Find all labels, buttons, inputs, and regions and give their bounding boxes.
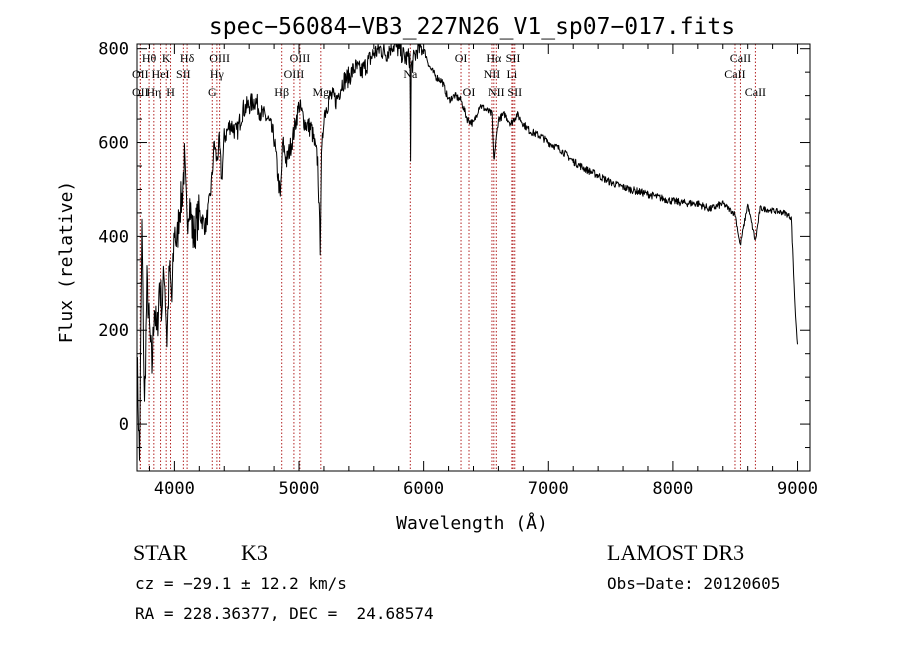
observation-date: Obs−Date: 20120605 bbox=[607, 574, 781, 593]
line-label: OII bbox=[132, 85, 149, 99]
line-label: Hδ bbox=[180, 51, 195, 65]
x-tick-label: 4000 bbox=[154, 479, 195, 499]
line-label: K bbox=[162, 51, 171, 65]
line-label: NII bbox=[484, 67, 501, 81]
x-tick-label: 5000 bbox=[279, 479, 320, 499]
object-class: STAR bbox=[133, 540, 188, 565]
line-label: SII bbox=[176, 67, 191, 81]
line-label: SII bbox=[506, 51, 521, 65]
line-label: HeI bbox=[152, 67, 170, 81]
line-label: OIII bbox=[209, 51, 230, 65]
y-tick-label: 800 bbox=[98, 40, 129, 60]
coordinates: RA = 228.36377, DEC = 24.68574 bbox=[135, 604, 434, 623]
line-label: OI bbox=[455, 51, 468, 65]
line-label: CaII bbox=[745, 85, 766, 99]
axis-ticks: 4000 5000 6000 7000 8000 9000 0 200 400 600 800 bbox=[98, 40, 818, 499]
flux-series bbox=[136, 43, 798, 461]
line-label: H bbox=[166, 85, 175, 99]
flux-line bbox=[136, 43, 798, 461]
line-label: CaII bbox=[724, 67, 745, 81]
line-label: OI bbox=[463, 85, 476, 99]
redshift-value: cz = −29.1 ± 12.2 km/s bbox=[135, 574, 347, 593]
object-subclass: K3 bbox=[241, 540, 268, 565]
spectral-line-labels: HθOIIOIIHηHeIKHSIIHδGHγOIIIHβOIIIOIIIMgN… bbox=[132, 51, 766, 99]
survey-name: LAMOST DR3 bbox=[607, 540, 745, 565]
line-label: OIII bbox=[284, 67, 305, 81]
line-label: Hγ bbox=[210, 67, 225, 81]
line-label: SII bbox=[507, 85, 522, 99]
line-label: Li bbox=[507, 67, 518, 81]
line-label: Mg bbox=[312, 85, 329, 99]
x-axis-label: Wavelength (Å) bbox=[396, 512, 548, 534]
plot-frame bbox=[136, 43, 811, 472]
line-label: OIII bbox=[290, 51, 311, 65]
line-label: G bbox=[208, 85, 217, 99]
x-tick-label: 6000 bbox=[403, 479, 444, 499]
x-tick-label: 9000 bbox=[777, 479, 818, 499]
x-tick-label: 7000 bbox=[528, 479, 569, 499]
line-label: Hη bbox=[146, 85, 161, 99]
y-tick-label: 0 bbox=[119, 415, 129, 435]
y-tick-label: 600 bbox=[98, 134, 129, 154]
line-label: CaII bbox=[730, 51, 751, 65]
y-axis-label: Flux (relative) bbox=[56, 181, 77, 344]
line-label: Hβ bbox=[274, 85, 289, 99]
line-label: NII bbox=[488, 85, 505, 99]
line-label: OII bbox=[132, 67, 149, 81]
chart-title: spec−56084−VB3_227N26_V1_sp07−017.fits bbox=[209, 14, 735, 40]
spectral-line-markers bbox=[139, 44, 756, 471]
y-tick-label: 400 bbox=[98, 227, 129, 247]
line-label: Hθ bbox=[142, 51, 157, 65]
x-tick-label: 8000 bbox=[652, 479, 693, 499]
y-tick-label: 200 bbox=[98, 321, 129, 341]
line-label: Hα bbox=[486, 51, 502, 65]
